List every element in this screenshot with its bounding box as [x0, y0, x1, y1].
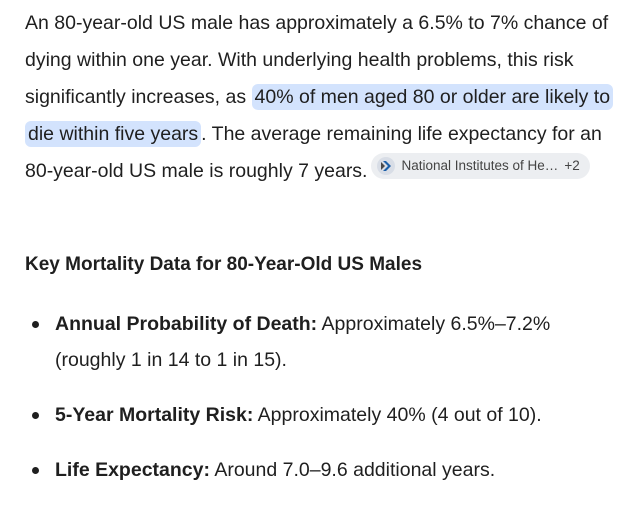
answer-paragraph: An 80-year-old US male has approximately…	[25, 5, 615, 190]
bullet-text: Approximately 40% (4 out of 10).	[257, 404, 542, 426]
source-icon	[377, 157, 396, 175]
bullet-list: Annual Probability of Death: Approximate…	[25, 306, 605, 507]
bullet-item: Life Expectancy: Around 7.0–9.6 addition…	[25, 452, 605, 488]
bullet-text: Approximately 6.5%–7.2% (roughly 1 in 14…	[55, 313, 551, 371]
bullet-label: Life Expectancy:	[55, 459, 210, 481]
answer-text: . The average remaining life expectancy …	[25, 123, 602, 182]
source-label: National Institutes of He…	[401, 158, 559, 173]
bullet-label: Annual Probability of Death:	[55, 313, 318, 335]
bullet-text: Around 7.0–9.6 additional years.	[214, 459, 496, 481]
bullet-label: 5-Year Mortality Risk:	[55, 404, 254, 426]
bullet-item: Annual Probability of Death: Approximate…	[25, 306, 605, 378]
section-heading: Key Mortality Data for 80-Year-Old US Ma…	[25, 254, 423, 275]
bullet-item: 5-Year Mortality Risk: Approximately 40%…	[25, 397, 605, 433]
source-more: +2	[564, 158, 580, 173]
source-chip[interactable]: National Institutes of He… +2	[371, 153, 590, 179]
answer-text: An 80-year-old US male has approximately…	[25, 12, 609, 108]
